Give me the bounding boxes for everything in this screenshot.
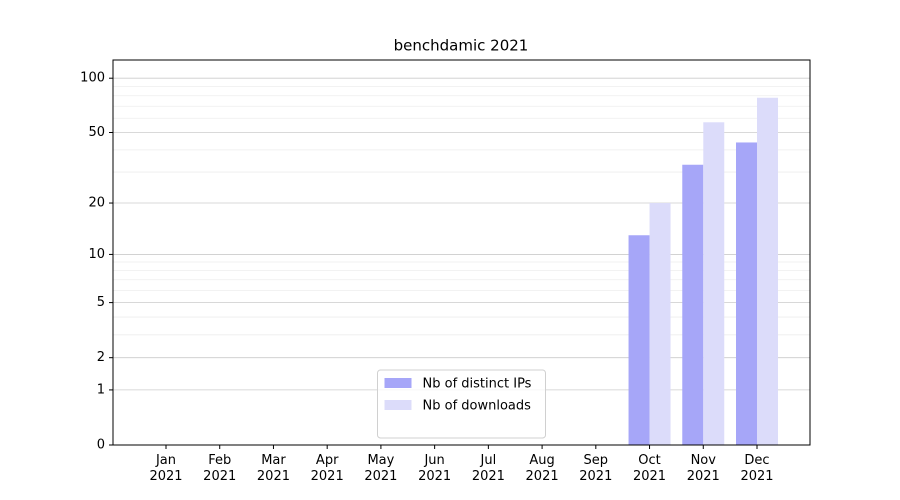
legend-box: [377, 369, 546, 439]
x-tick-label: Jun 2021: [418, 453, 452, 484]
y-tick-label: 100: [80, 71, 105, 86]
x-tick-label: Dec 2021: [740, 453, 774, 484]
chart-title: benchdamic 2021: [394, 37, 529, 55]
bar: [703, 122, 725, 445]
x-tick-label: Feb 2021: [203, 453, 237, 484]
x-tick-label: Apr 2021: [310, 453, 344, 484]
legend-swatch: [384, 400, 412, 410]
x-tick-label: May 2021: [364, 453, 398, 484]
legend: Nb of distinct IPs Nb of downloads: [377, 369, 546, 439]
y-tick-label: 50: [88, 125, 105, 140]
x-tick-label: Nov 2021: [686, 453, 720, 484]
bar: [757, 97, 778, 445]
x-tick-label: Oct 2021: [632, 453, 667, 484]
x-tick-label: Aug 2021: [525, 453, 559, 484]
legend-label: Nb of downloads: [423, 399, 532, 414]
bar: [628, 235, 650, 445]
legend-swatch: [384, 378, 412, 388]
y-tick-label: 5: [97, 295, 105, 310]
x-tick-label: Jan 2021: [149, 453, 183, 484]
y-tick-label: 10: [88, 247, 105, 262]
x-tick-label: Jul 2021: [471, 453, 505, 484]
y-tick-label: 20: [88, 196, 105, 211]
y-tick-label: 1: [97, 382, 105, 397]
x-tick-label: Mar 2021: [256, 453, 290, 484]
bar: [682, 164, 704, 445]
bar: [736, 142, 757, 445]
bar: [649, 203, 671, 445]
y-tick-label: 2: [97, 350, 105, 365]
x-tick-label: Sep 2021: [579, 453, 613, 484]
y-tick-label: 0: [97, 438, 105, 453]
plot-frame: [112, 59, 811, 446]
legend-label: Nb of distinct IPs: [423, 377, 532, 392]
